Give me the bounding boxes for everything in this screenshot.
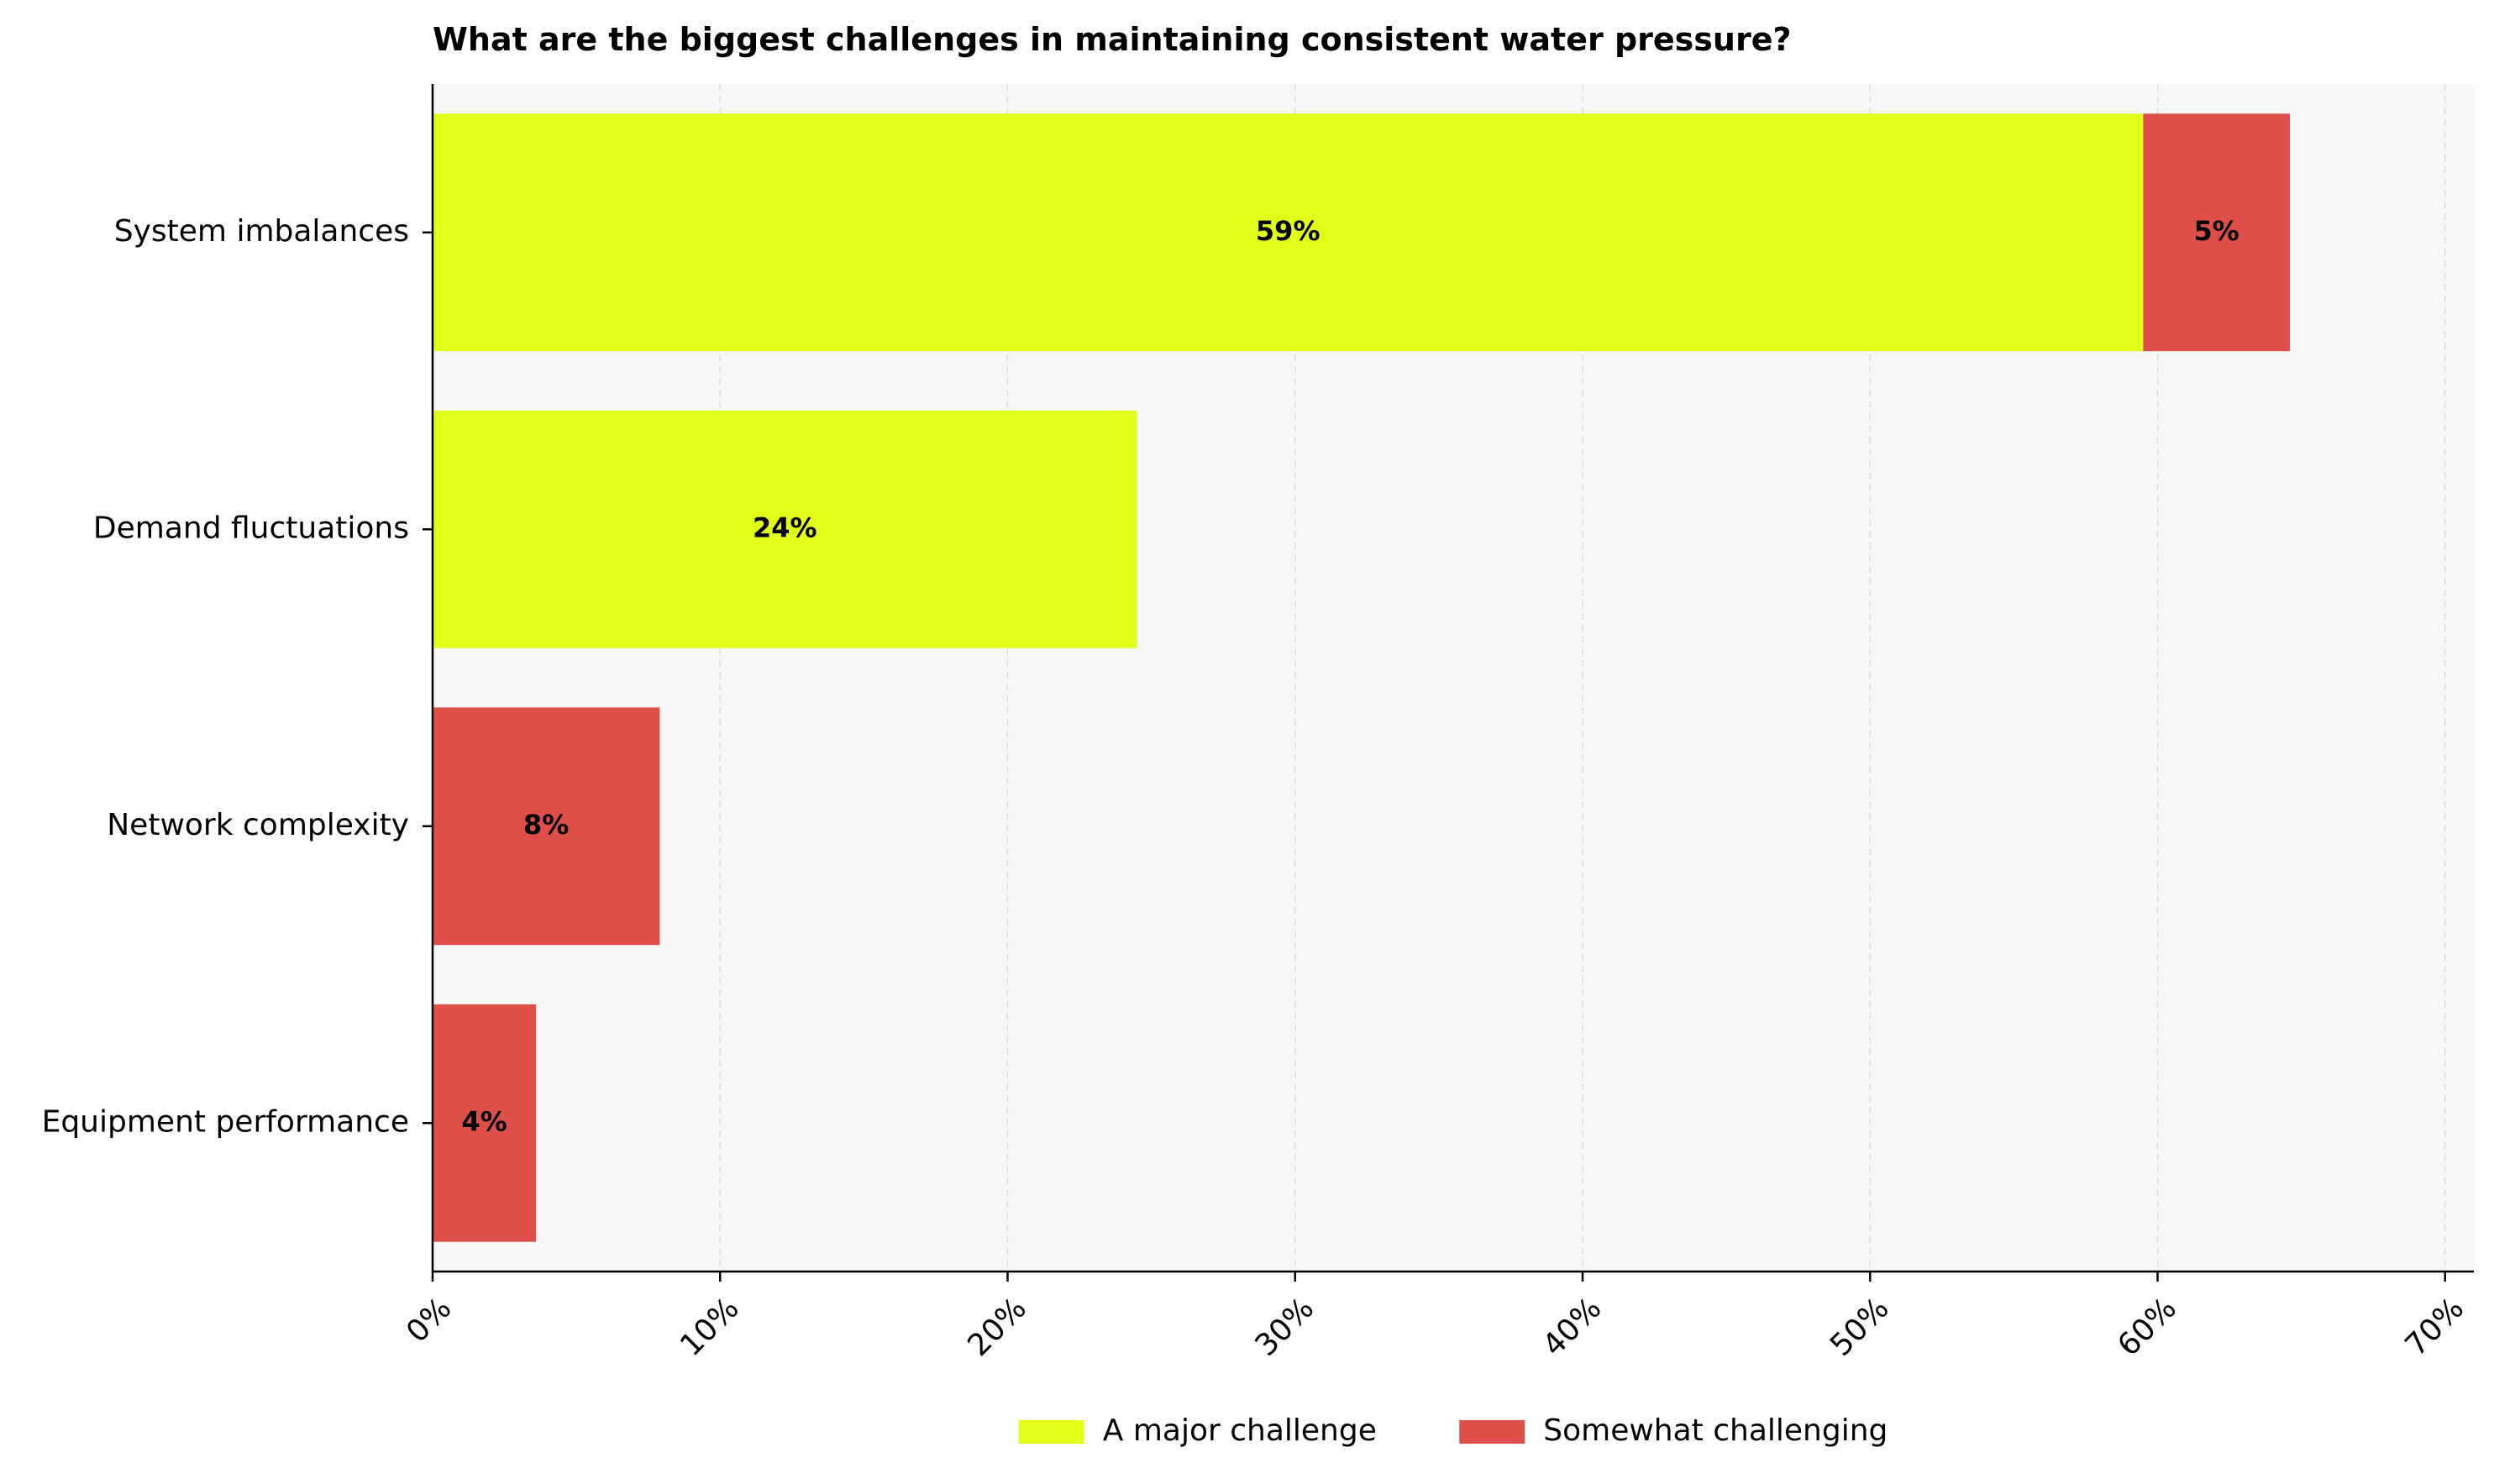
bar [433,113,2144,352]
legend-label: A major challenge [1103,1413,1377,1448]
x-tick-label: 10% [674,1291,746,1363]
bar [433,1004,537,1242]
legend-label: Somewhat challenging [1543,1413,1888,1448]
x-tick-label: 60% [2111,1291,2183,1363]
legend-swatch [1018,1420,1084,1444]
bar-value-label: 24% [753,511,817,543]
legend-swatch [1459,1420,1525,1444]
x-tick-label: 0% [400,1291,458,1349]
bar [433,707,660,946]
category-label: System imbalances [114,214,409,249]
x-axis-ticks: 0% 10% 20% 30% 40% 50% 60% 70% [400,1272,2470,1363]
category-label: Demand fluctuations [93,511,409,545]
x-tick-label: 30% [1249,1291,1321,1363]
x-tick-label: 50% [1824,1291,1896,1363]
x-tick-label: 70% [2399,1291,2471,1363]
bar-value-label: 5% [2194,215,2239,247]
category-label: Network complexity [107,808,409,842]
bar [433,410,1137,648]
chart-title: What are the biggest challenges in maint… [433,21,1792,58]
bar-value-label: 59% [1256,215,1321,247]
gridlines [719,84,2446,1272]
x-tick-label: 20% [961,1291,1033,1363]
y-axis-ticks: System imbalances Demand fluctuations Netw… [42,214,433,1139]
x-tick-label: 40% [1536,1291,1609,1363]
legend: A major challenge Somewhat challenging [1018,1413,1888,1448]
bar-labels: 59% 5% 24% 8% 4% [461,215,2239,1138]
bar [2143,113,2290,352]
bar-value-label: 4% [461,1105,507,1137]
bar-value-label: 8% [523,809,569,841]
bars [433,113,2290,1242]
category-label: Equipment performance [42,1104,409,1139]
